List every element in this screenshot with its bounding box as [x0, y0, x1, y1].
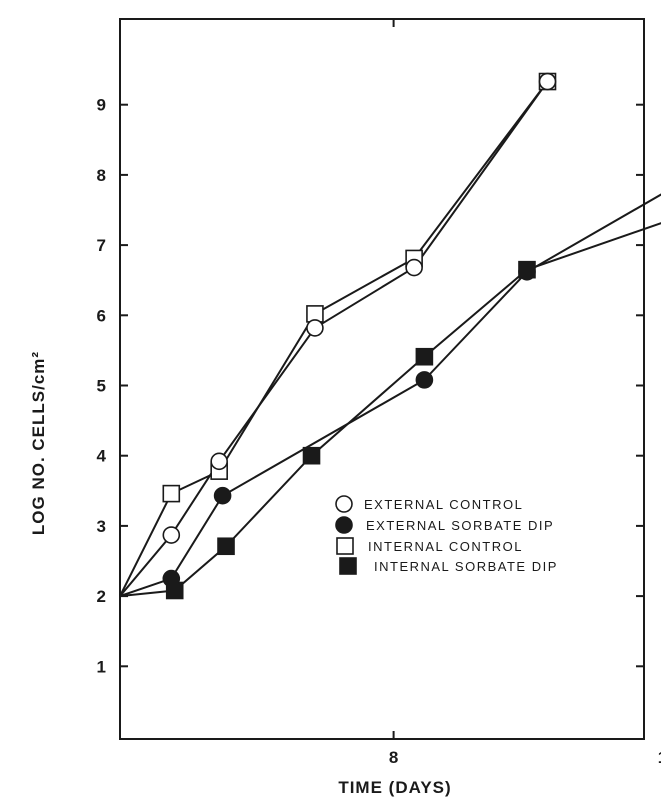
- legend-marker-internal-control: [336, 537, 354, 555]
- chart-frame: [119, 18, 645, 740]
- data-point-internal-sorbate-dip: [302, 446, 321, 465]
- y-tick-label: 4: [97, 447, 107, 466]
- series-markers: [162, 72, 557, 600]
- data-point-external-sorbate-dip: [213, 486, 232, 505]
- x-tick-label: 16: [658, 748, 661, 767]
- data-point-external-sorbate-dip: [415, 371, 434, 389]
- x-axis-title: TIME (DAYS): [338, 778, 451, 797]
- x-axis-ticks: 81624: [389, 19, 661, 767]
- legend-marker-internal-sorbate-dip: [339, 557, 357, 575]
- y-tick-label: 7: [97, 236, 106, 255]
- y-axis-title: LOG NO. CELLS/cm²: [29, 351, 48, 535]
- series-line-external-control: [119, 80, 549, 597]
- data-point-external-control: [210, 452, 228, 471]
- legend-label-external-control: EXTERNAL CONTROL: [364, 497, 523, 512]
- y-tick-label: 9: [97, 96, 106, 115]
- legend-marker-external-sorbate-dip: [335, 516, 353, 534]
- data-point-internal-control: [162, 484, 181, 503]
- legend-marker-external-control: [335, 495, 353, 513]
- data-point-external-control: [538, 72, 557, 91]
- legend: EXTERNAL CONTROL EXTERNAL SORBATE DIP INTE…: [335, 495, 558, 575]
- y-tick-label: 8: [97, 166, 106, 185]
- legend-label-internal-control: INTERNAL CONTROL: [368, 539, 523, 554]
- legend-label-internal-sorbate-dip: INTERNAL SORBATE DIP: [374, 559, 558, 574]
- series-line-internal-control: [119, 80, 549, 597]
- y-axis-ticks: 1 2 3 4 5 6 7 8 9: [97, 96, 644, 676]
- data-point-external-control: [405, 258, 423, 277]
- y-tick-label: 5: [97, 377, 106, 396]
- data-point-external-sorbate-dip: [162, 569, 181, 588]
- y-tick-label: 1: [97, 657, 106, 676]
- data-point-internal-sorbate-dip: [415, 347, 434, 366]
- x-tick-label: 8: [389, 748, 398, 767]
- data-point-external-control: [306, 319, 324, 337]
- y-tick-label: 2: [97, 587, 106, 606]
- data-point-internal-sorbate-dip: [217, 537, 235, 556]
- y-tick-label: 3: [97, 517, 106, 536]
- data-point-external-control: [162, 526, 181, 544]
- legend-label-external-sorbate-dip: EXTERNAL SORBATE DIP: [366, 518, 554, 533]
- y-tick-label: 6: [97, 306, 106, 325]
- data-point-external-sorbate-dip: [518, 262, 536, 281]
